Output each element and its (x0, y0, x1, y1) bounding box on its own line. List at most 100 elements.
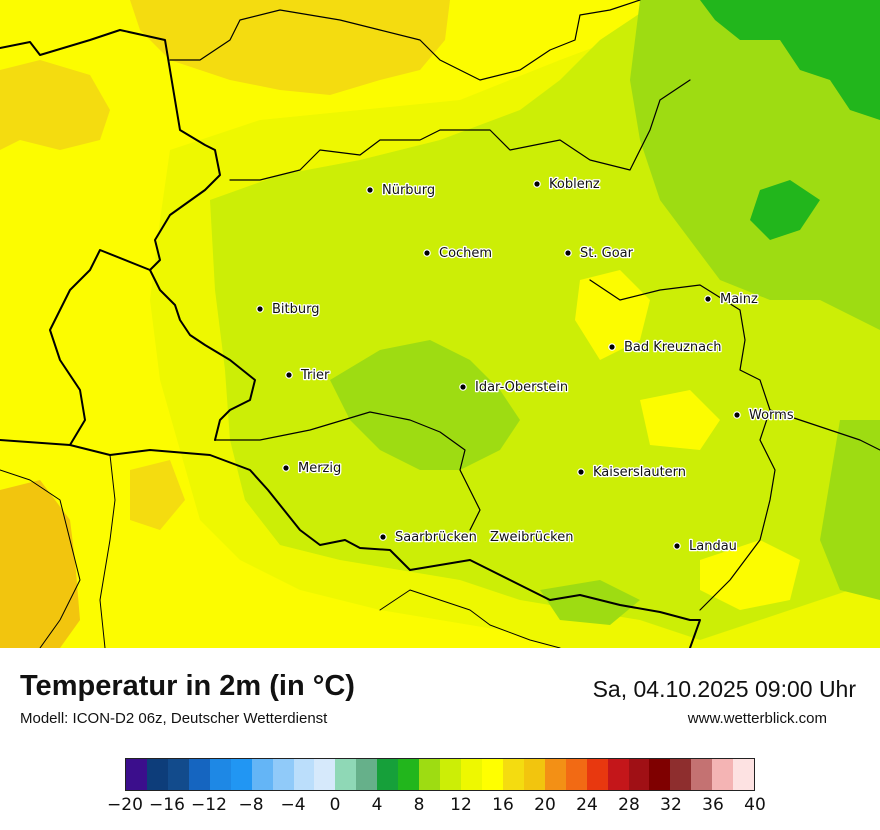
city-label: St. Goar (580, 246, 634, 261)
temperature-zone-green-southeast (820, 420, 880, 600)
state-border-nrw (169, 0, 641, 81)
scale-tick-label: 28 (618, 795, 640, 815)
scale-swatch (691, 759, 713, 790)
scale-tick-label: 4 (371, 795, 383, 815)
temperature-zone-orange-s (130, 460, 185, 530)
scale-swatch (628, 759, 650, 790)
temperature-zone-yellow-patch-3 (700, 540, 800, 610)
scale-swatch (293, 759, 315, 790)
city-label: Bitburg (272, 302, 320, 317)
scale-tick-label: 12 (450, 795, 472, 815)
country-border-lux-east (149, 269, 256, 441)
scale-tick-label: 20 (534, 795, 556, 815)
temperature-zone-green-south (540, 580, 640, 625)
scale-tick-label: 40 (744, 795, 766, 815)
temperature-field: Nürburg Koblenz Cochem St. Goar Mainz Bitburg… (0, 0, 880, 648)
map-title: Temperatur in 2m (in °C) (20, 670, 355, 702)
temperature-zone-orange-sw (0, 480, 80, 648)
city-marker (366, 186, 374, 194)
city-label: Mainz (720, 292, 758, 307)
city-label: Bad Kreuznach (624, 340, 722, 355)
website-link[interactable]: www.wetterblick.com (687, 710, 827, 727)
scale-swatch (670, 759, 692, 790)
scale-swatch (314, 759, 336, 790)
city-label: Idar-Oberstein (475, 380, 568, 395)
scale-tick-label: −12 (191, 795, 227, 815)
scale-swatch (461, 759, 482, 790)
city-marker (733, 411, 741, 419)
state-border-saar-south (379, 589, 561, 648)
state-border-bw (769, 409, 880, 451)
city-label: Saarbrücken (395, 530, 477, 545)
city-marker (564, 249, 572, 257)
scale-swatch (335, 759, 357, 790)
scale-swatch (607, 759, 629, 790)
city-marker (577, 468, 585, 476)
scale-tick-label: 36 (702, 795, 724, 815)
scale-swatch (146, 759, 168, 790)
scale-swatch (377, 759, 399, 790)
temperature-zone-orange-nw (130, 0, 450, 95)
city-label: Koblenz (549, 177, 600, 192)
temperature-zone-bright-green-2 (750, 180, 820, 240)
scale-tick-label: 16 (492, 795, 514, 815)
city-marker (673, 542, 681, 550)
scale-swatch (272, 759, 294, 790)
temperature-zone-yellow-patch-2 (640, 390, 720, 450)
city-marker (379, 533, 387, 541)
scale-swatch (733, 759, 755, 790)
state-border-nrw-2 (229, 79, 691, 181)
temperature-zone-orange-w (0, 60, 110, 150)
city-marker (459, 383, 467, 391)
state-border-hesse (589, 279, 776, 611)
city-label: Worms (749, 408, 794, 423)
color-scale-ticks: −20 −16 −12 −8 −4 0 4 8 12 16 20 24 28 32 36 40 (107, 795, 766, 817)
scale-swatch (419, 759, 441, 790)
scale-swatch (251, 759, 273, 790)
city-layer: Nürburg Koblenz Cochem St. Goar Mainz Bitburg… (256, 176, 795, 555)
city-label: Trier (300, 368, 330, 383)
scale-swatch (230, 759, 252, 790)
scale-tick-label: 8 (413, 795, 425, 815)
color-scale (125, 758, 755, 791)
city-label: Zweibrücken (490, 530, 573, 545)
scale-swatch (188, 759, 210, 790)
model-info: Modell: ICON-D2 06z, Deutscher Wetterdie… (20, 710, 328, 727)
scale-swatch (649, 759, 671, 790)
scale-swatch (565, 759, 587, 790)
scale-swatch (481, 759, 503, 790)
city-label: Kaiserslautern (593, 465, 686, 480)
scale-tick-label: −8 (238, 795, 264, 815)
scale-tick-label: 24 (576, 795, 598, 815)
temperature-zone-bright-green (700, 0, 880, 120)
scale-swatch (440, 759, 461, 790)
borders (0, 0, 880, 648)
scale-swatch (502, 759, 524, 790)
state-border-saar (214, 411, 481, 531)
scale-tick-label: 32 (660, 795, 682, 815)
scale-tick-label: −16 (149, 795, 185, 815)
city-marker (704, 295, 712, 303)
scale-swatch (126, 759, 147, 790)
scale-swatch (586, 759, 608, 790)
temperature-zone-green-east (630, 0, 880, 330)
weather-map: Nürburg Koblenz Cochem St. Goar Mainz Bitburg… (0, 0, 880, 648)
scale-tick-label: 0 (329, 795, 341, 815)
city-label: Landau (689, 539, 737, 554)
city-marker (423, 249, 431, 257)
scale-swatch (544, 759, 566, 790)
country-border-west (0, 29, 221, 446)
scale-swatch (167, 759, 189, 790)
scale-swatch (209, 759, 231, 790)
city-label: Merzig (298, 461, 341, 476)
city-marker (285, 371, 293, 379)
state-border-france (0, 469, 81, 648)
temperature-zone-green-center (330, 340, 520, 470)
city-marker (608, 343, 616, 351)
city-label: Nürburg (382, 183, 435, 198)
state-border-lux-inner (99, 454, 116, 648)
city-marker (256, 305, 264, 313)
city-label: Cochem (439, 246, 492, 261)
city-marker (533, 180, 541, 188)
scale-swatch (356, 759, 378, 790)
